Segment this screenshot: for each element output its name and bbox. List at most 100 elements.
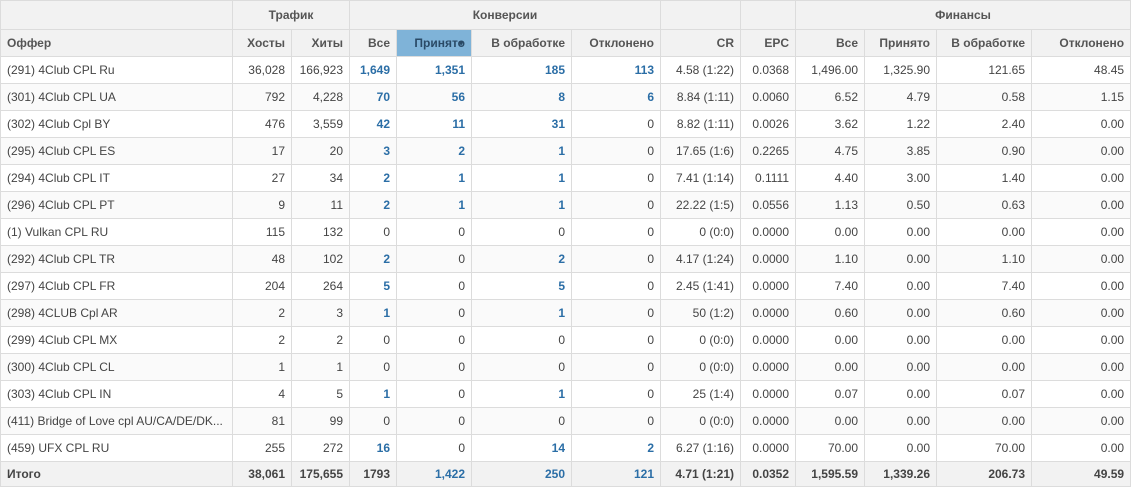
cell-cr: 0 (0:0) xyxy=(660,326,742,354)
totals-epc: 0.0352 xyxy=(740,461,797,487)
totals-finance-processing: 206.73 xyxy=(936,461,1033,487)
table-row: (291) 4Club CPL Ru 36,028 166,923 1,649 1,35… xyxy=(0,56,1132,84)
cell-cr: 7.41 (1:14) xyxy=(660,164,742,192)
cell-finance-rejected: 0.00 xyxy=(1031,353,1132,381)
cell-epc: 0.0000 xyxy=(740,272,797,300)
cell-conversions-accepted[interactable]: 1 xyxy=(396,191,473,219)
cell-finance-accepted: 0.00 xyxy=(864,380,938,408)
cell-cr: 0 (0:0) xyxy=(660,407,742,435)
cell-finance-all: 1.10 xyxy=(795,245,866,273)
column-header-offer[interactable]: Оффер xyxy=(0,29,233,57)
cell-conversions-all[interactable]: 2 xyxy=(349,164,398,192)
cell-finance-rejected: 0.00 xyxy=(1031,326,1132,354)
header-group-row: Трафик Конверсии Финансы xyxy=(0,0,1132,30)
cell-conversions-processing[interactable]: 8 xyxy=(471,83,573,111)
cell-conversions-rejected: 0 xyxy=(571,164,662,192)
cell-conversions-all[interactable]: 70 xyxy=(349,83,398,111)
cell-conversions-processing[interactable]: 14 xyxy=(471,434,573,462)
cell-conversions-all[interactable]: 5 xyxy=(349,272,398,300)
cell-conversions-rejected[interactable]: 6 xyxy=(571,83,662,111)
cell-conversions-accepted[interactable]: 11 xyxy=(396,110,473,138)
cell-offer: (298) 4CLUB Cpl AR xyxy=(0,299,233,327)
cell-finance-accepted: 0.00 xyxy=(864,353,938,381)
cell-conversions-rejected[interactable]: 2 xyxy=(571,434,662,462)
cell-conversions-all[interactable]: 16 xyxy=(349,434,398,462)
cell-finance-rejected: 0.00 xyxy=(1031,407,1132,435)
cell-conversions-accepted[interactable]: 1 xyxy=(396,164,473,192)
cell-conversions-all[interactable]: 1 xyxy=(349,299,398,327)
column-header-hosts[interactable]: Хосты xyxy=(232,29,292,57)
cell-finance-accepted: 0.00 xyxy=(864,407,938,435)
cell-finance-all: 0.00 xyxy=(795,353,866,381)
cell-conversions-processing: 0 xyxy=(471,353,573,381)
totals-label: Итого xyxy=(0,461,233,487)
totals-hosts: 38,061 xyxy=(232,461,292,487)
column-header-conversions-all[interactable]: Все xyxy=(349,29,398,57)
totals-finance-rejected: 49.59 xyxy=(1031,461,1132,487)
column-header-epc[interactable]: EPC xyxy=(740,29,797,57)
cell-conversions-all[interactable]: 2 xyxy=(349,245,398,273)
header-group-empty-cr xyxy=(660,0,742,30)
column-header-conversions-accepted[interactable]: Принято ▼ xyxy=(396,29,473,57)
cell-hosts: 2 xyxy=(232,299,292,327)
cell-finance-processing: 0.90 xyxy=(936,137,1033,165)
cell-finance-processing: 0.00 xyxy=(936,353,1033,381)
cell-finance-all: 7.40 xyxy=(795,272,866,300)
cell-finance-all: 1,496.00 xyxy=(795,56,866,84)
table-row: (459) UFX CPL RU 255 272 16 0 14 2 6.27 (1:16) 0… xyxy=(0,434,1132,462)
column-header-conversions-processing[interactable]: В обработке xyxy=(471,29,573,57)
column-header-conversions-rejected[interactable]: Отклонено xyxy=(571,29,662,57)
cell-offer: (411) Bridge of Love cpl AU/CA/DE/DK... xyxy=(0,407,233,435)
cell-conversions-accepted: 0 xyxy=(396,245,473,273)
cell-conversions-accepted[interactable]: 2 xyxy=(396,137,473,165)
cell-conversions-rejected: 0 xyxy=(571,299,662,327)
cell-hits: 4,228 xyxy=(290,83,351,111)
cell-epc: 0.0556 xyxy=(740,191,797,219)
cell-conversions-accepted[interactable]: 1,351 xyxy=(396,56,473,84)
cell-conversions-accepted: 0 xyxy=(396,326,473,354)
cell-hits: 20 xyxy=(290,137,351,165)
cell-conversions-rejected[interactable]: 113 xyxy=(571,56,662,84)
cell-conversions-accepted[interactable]: 56 xyxy=(396,83,473,111)
column-header-cr[interactable]: CR xyxy=(660,29,742,57)
cell-conversions-processing[interactable]: 1 xyxy=(471,299,573,327)
totals-finance-all: 1,595.59 xyxy=(795,461,866,487)
cell-conversions-all[interactable]: 42 xyxy=(349,110,398,138)
cell-cr: 0 (0:0) xyxy=(660,353,742,381)
cell-epc: 0.0060 xyxy=(740,83,797,111)
cell-finance-all: 0.00 xyxy=(795,218,866,246)
cell-conversions-all: 0 xyxy=(349,407,398,435)
cell-conversions-processing[interactable]: 2 xyxy=(471,245,573,273)
column-header-finance-rejected[interactable]: Отклонено xyxy=(1031,29,1132,57)
column-header-hits[interactable]: Хиты xyxy=(290,29,351,57)
cell-conversions-processing[interactable]: 5 xyxy=(471,272,573,300)
cell-conversions-processing: 0 xyxy=(471,218,573,246)
table-row: (300) 4Club CPL CL 1 1 0 0 0 0 0 (0:0) 0.0000 0.0… xyxy=(0,353,1132,381)
cell-conversions-processing[interactable]: 1 xyxy=(471,380,573,408)
cell-hosts: 48 xyxy=(232,245,292,273)
cell-finance-rejected: 0.00 xyxy=(1031,110,1132,138)
cell-conversions-processing[interactable]: 1 xyxy=(471,191,573,219)
cell-finance-processing: 1.40 xyxy=(936,164,1033,192)
cell-conversions-processing[interactable]: 31 xyxy=(471,110,573,138)
cell-finance-all: 4.75 xyxy=(795,137,866,165)
cell-epc: 0.0000 xyxy=(740,218,797,246)
column-header-finance-all[interactable]: Все xyxy=(795,29,866,57)
cell-finance-processing: 0.00 xyxy=(936,326,1033,354)
cell-conversions-all[interactable]: 3 xyxy=(349,137,398,165)
cell-conversions-accepted: 0 xyxy=(396,434,473,462)
cell-conversions-processing[interactable]: 185 xyxy=(471,56,573,84)
cell-conversions-accepted: 0 xyxy=(396,407,473,435)
cell-conversions-all[interactable]: 2 xyxy=(349,191,398,219)
cell-offer: (297) 4Club CPL FR xyxy=(0,272,233,300)
table-row: (296) 4Club CPL PT 9 11 2 1 1 0 22.22 (1:5) 0.05… xyxy=(0,191,1132,219)
cell-conversions-processing[interactable]: 1 xyxy=(471,164,573,192)
cell-conversions-processing[interactable]: 1 xyxy=(471,137,573,165)
cell-conversions-rejected: 0 xyxy=(571,326,662,354)
cell-conversions-all[interactable]: 1,649 xyxy=(349,56,398,84)
column-header-finance-accepted[interactable]: Принято xyxy=(864,29,938,57)
cell-conversions-rejected: 0 xyxy=(571,191,662,219)
cell-conversions-all[interactable]: 1 xyxy=(349,380,398,408)
table-row: (295) 4Club CPL ES 17 20 3 2 1 0 17.65 (1:6) 0.2… xyxy=(0,137,1132,165)
column-header-finance-processing[interactable]: В обработке xyxy=(936,29,1033,57)
